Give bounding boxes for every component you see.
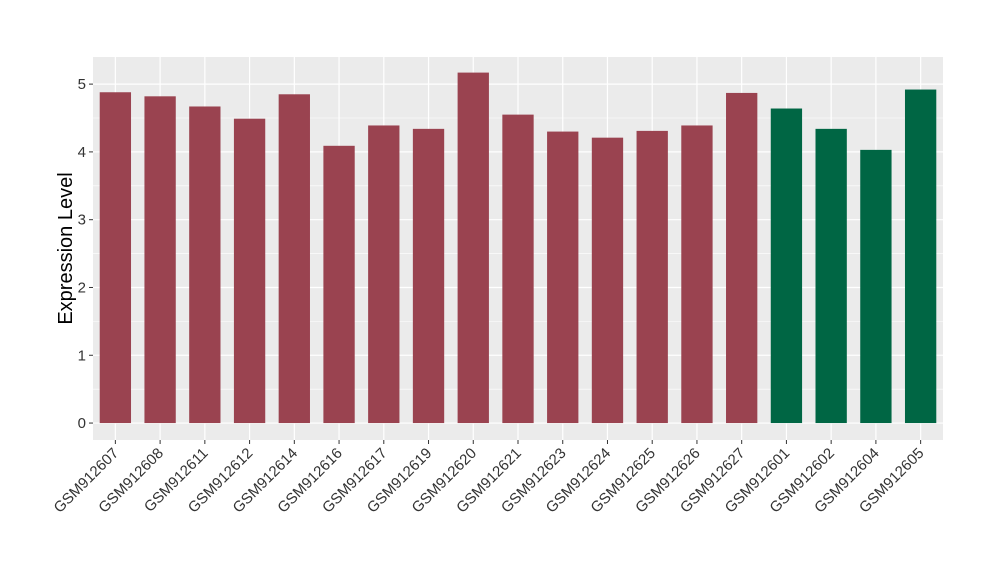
bars	[99, 72, 937, 424]
y-tick-label: 2	[78, 279, 86, 296]
y-axis: 0 1 2 3 4 5	[78, 76, 93, 432]
bar-GSM912605	[904, 89, 937, 424]
bar-GSM912623	[547, 131, 579, 424]
bar-GSM912611	[189, 106, 221, 424]
y-axis-title: Expression Level	[55, 172, 77, 324]
bar-GSM912604	[860, 149, 892, 424]
y-tick-label: 5	[78, 76, 86, 93]
bar-GSM912626	[681, 125, 713, 424]
y-tick-label: 3	[78, 212, 86, 229]
bar-GSM912601	[770, 108, 803, 424]
bar-GSM912624	[591, 137, 624, 424]
x-axis: GSM912607GSM912608GSM912611GSM912612GSM9…	[51, 440, 927, 516]
bar-GSM912608	[144, 96, 176, 424]
bar-GSM912619	[412, 128, 445, 424]
bar-GSM912621	[502, 114, 534, 424]
bar-GSM912627	[726, 92, 758, 424]
bar-GSM912616	[323, 145, 355, 424]
y-tick-label: 1	[78, 347, 86, 364]
bar-GSM912607	[99, 92, 132, 424]
y-tick-label: 0	[78, 415, 86, 432]
bar-GSM912612	[233, 118, 266, 424]
bar-GSM912620	[457, 72, 489, 424]
bar-GSM912625	[636, 130, 668, 424]
y-tick-label: 4	[78, 144, 86, 161]
bar-GSM912602	[815, 128, 847, 424]
bar-GSM912617	[368, 125, 400, 424]
bar-GSM912614	[278, 94, 310, 424]
